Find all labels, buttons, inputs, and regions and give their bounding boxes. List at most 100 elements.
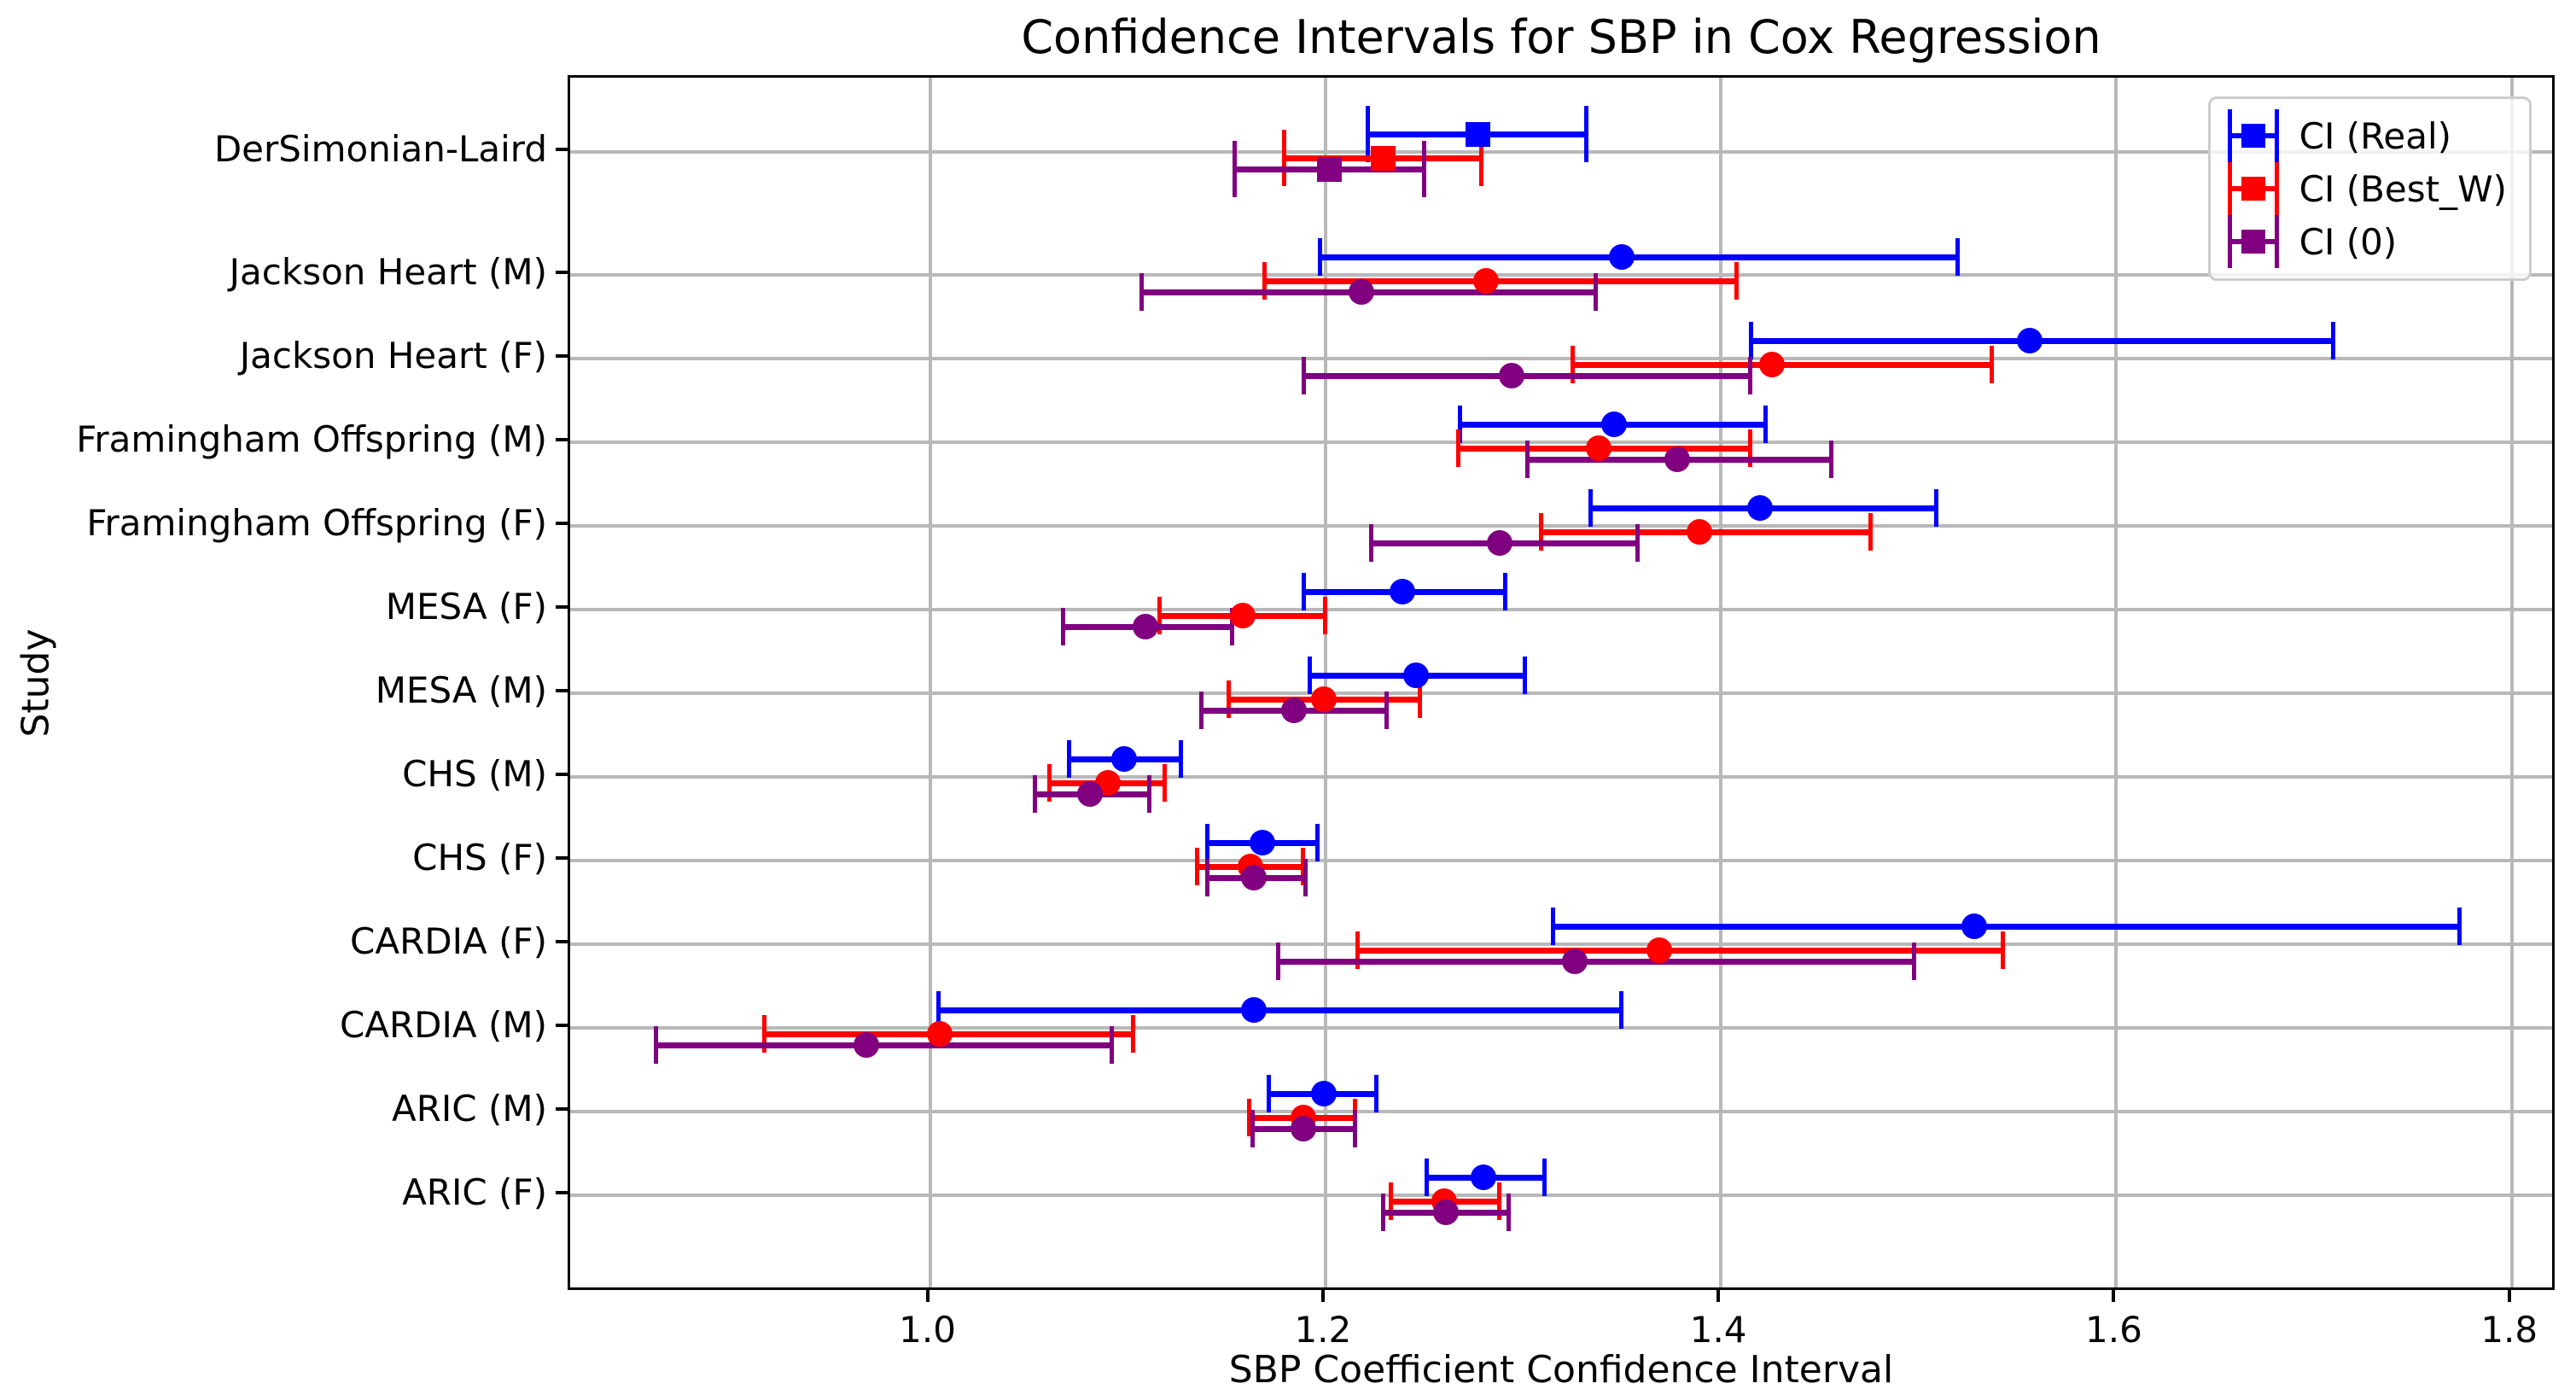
ci-marker-zero <box>1348 279 1374 305</box>
ci-cap-left-zero <box>1276 943 1281 980</box>
ci-marker-best_w <box>1759 352 1786 377</box>
ci-marker-real <box>2016 328 2043 353</box>
ci-cap-right-zero <box>1352 1110 1357 1147</box>
ci-marker-zero <box>1561 948 1588 974</box>
y-gridline <box>570 273 2552 277</box>
ci-cap-right-best_w <box>1747 429 1752 467</box>
ci-cap-left-zero <box>1381 1194 1386 1231</box>
x-tick <box>1320 1290 1325 1302</box>
ci-marker-zero <box>1317 156 1342 182</box>
y-gridline <box>570 775 2552 779</box>
ci-cap-left-real <box>1748 322 1753 359</box>
legend: CI (Real) CI (Best_W) CI (0) <box>2207 96 2532 281</box>
ci-cap-right-zero <box>1594 273 1599 311</box>
ci-marker-zero <box>1291 1116 1317 1141</box>
x-tick-label: 1.8 <box>2480 1309 2538 1351</box>
y-tick <box>556 605 568 609</box>
ci-cap-left-best_w <box>1227 680 1232 718</box>
ci-line-zero <box>1303 373 1751 379</box>
ci-line-real <box>1319 254 1959 260</box>
ci-line-real <box>1750 338 2334 344</box>
ci-cap-right-best_w <box>1322 597 1327 634</box>
ci-marker-zero <box>1486 530 1512 556</box>
ci-cap-right-real <box>1955 238 1961 276</box>
ci-line-zero <box>655 1042 1112 1048</box>
ci-cap-left-best_w <box>1262 262 1268 300</box>
x-gridline <box>928 78 932 1287</box>
chart-title: Confidence Intervals for SBP in Cox Regr… <box>1021 10 2101 64</box>
ci-cap-right-real <box>1502 573 1507 610</box>
ci-cap-left-zero <box>1198 692 1203 729</box>
ci-marker-best_w <box>1370 145 1396 171</box>
ci-cap-left-zero <box>1139 273 1145 311</box>
ci-cap-left-best_w <box>1046 764 1052 802</box>
ci-cap-right-best_w <box>1131 1015 1136 1053</box>
ci-marker-zero <box>1241 865 1268 890</box>
legend-item-best-w: CI (Best_W) <box>2227 162 2507 215</box>
legend-label: CI (Best_W) <box>2299 167 2507 210</box>
ci-cap-left-zero <box>1233 141 1238 197</box>
y-tick <box>556 354 568 358</box>
legend-label: CI (0) <box>2299 220 2398 263</box>
ci-marker-real <box>1110 746 1137 772</box>
ci-cap-left-zero <box>1033 775 1038 813</box>
x-gridline <box>1323 78 1327 1287</box>
ci-marker-best_w <box>1472 268 1499 294</box>
ci-marker-best_w <box>927 1021 953 1047</box>
ci-cap-right-zero <box>1635 524 1640 562</box>
ci-cap-left-real <box>1266 1075 1271 1112</box>
y-gridline <box>570 1194 2552 1197</box>
ci-marker-real <box>1310 1081 1337 1106</box>
ci-cap-right-zero <box>1747 357 1752 394</box>
ci-cap-left-best_w <box>1157 597 1163 634</box>
ci-cap-left-real <box>1365 106 1370 162</box>
ci-cap-left-zero <box>1060 608 1065 645</box>
ci-cap-left-best_w <box>762 1015 766 1053</box>
ci-cap-right-real <box>2457 908 2462 945</box>
ci-cap-right-real <box>1583 106 1588 162</box>
ci-cap-right-real <box>1522 657 1527 694</box>
ci-cap-right-best_w <box>1418 680 1423 718</box>
y-tick <box>556 856 568 860</box>
ci-cap-left-zero <box>1525 441 1530 478</box>
y-gridline <box>570 943 2552 946</box>
ci-line-best_w <box>1356 948 2004 954</box>
y-tick <box>556 1191 568 1194</box>
errorbar-square-icon <box>2227 162 2279 215</box>
ci-marker-real <box>1471 1164 1497 1190</box>
ci-cap-left-best_w <box>1246 1099 1251 1136</box>
y-tick <box>556 438 568 441</box>
ci-cap-right-real <box>2331 322 2336 359</box>
errorbar-square-icon <box>2227 109 2279 162</box>
y-tick <box>556 773 568 776</box>
y-tick-label: DerSimonian-Laird <box>213 128 547 170</box>
x-gridline <box>2509 78 2514 1287</box>
ci-cap-left-zero <box>1302 357 1307 394</box>
ci-cap-left-real <box>1066 740 1071 778</box>
x-tick <box>925 1290 930 1302</box>
y-gridline <box>570 859 2552 862</box>
ci-cap-right-zero <box>1828 441 1833 478</box>
ci-cap-left-best_w <box>1195 848 1200 885</box>
ci-cap-right-real <box>1933 489 1938 527</box>
y-gridline <box>570 692 2552 695</box>
ci-marker-zero <box>1664 447 1691 472</box>
errorbar-square-icon <box>2227 215 2279 268</box>
ci-cap-left-real <box>935 991 941 1029</box>
ci-cap-right-best_w <box>1989 346 1994 383</box>
ci-marker-real <box>1249 830 1275 855</box>
ci-cap-left-real <box>1308 657 1313 694</box>
ci-marker-best_w <box>1229 603 1256 628</box>
y-tick-label: Framingham Offspring (F) <box>86 502 547 544</box>
ci-cap-left-zero <box>1204 859 1209 896</box>
ci-cap-right-real <box>1542 1159 1547 1196</box>
y-tick-label: CHS (M) <box>402 753 547 795</box>
ci-cap-left-real <box>1588 489 1594 527</box>
ci-cap-left-best_w <box>1389 1182 1394 1220</box>
ci-cap-right-real <box>1374 1075 1379 1112</box>
ci-cap-left-zero <box>1369 524 1374 562</box>
x-tick-label: 1.0 <box>899 1309 956 1351</box>
y-gridline <box>570 357 2552 360</box>
y-gridline <box>570 1110 2552 1113</box>
ci-marker-real <box>1609 244 1635 270</box>
